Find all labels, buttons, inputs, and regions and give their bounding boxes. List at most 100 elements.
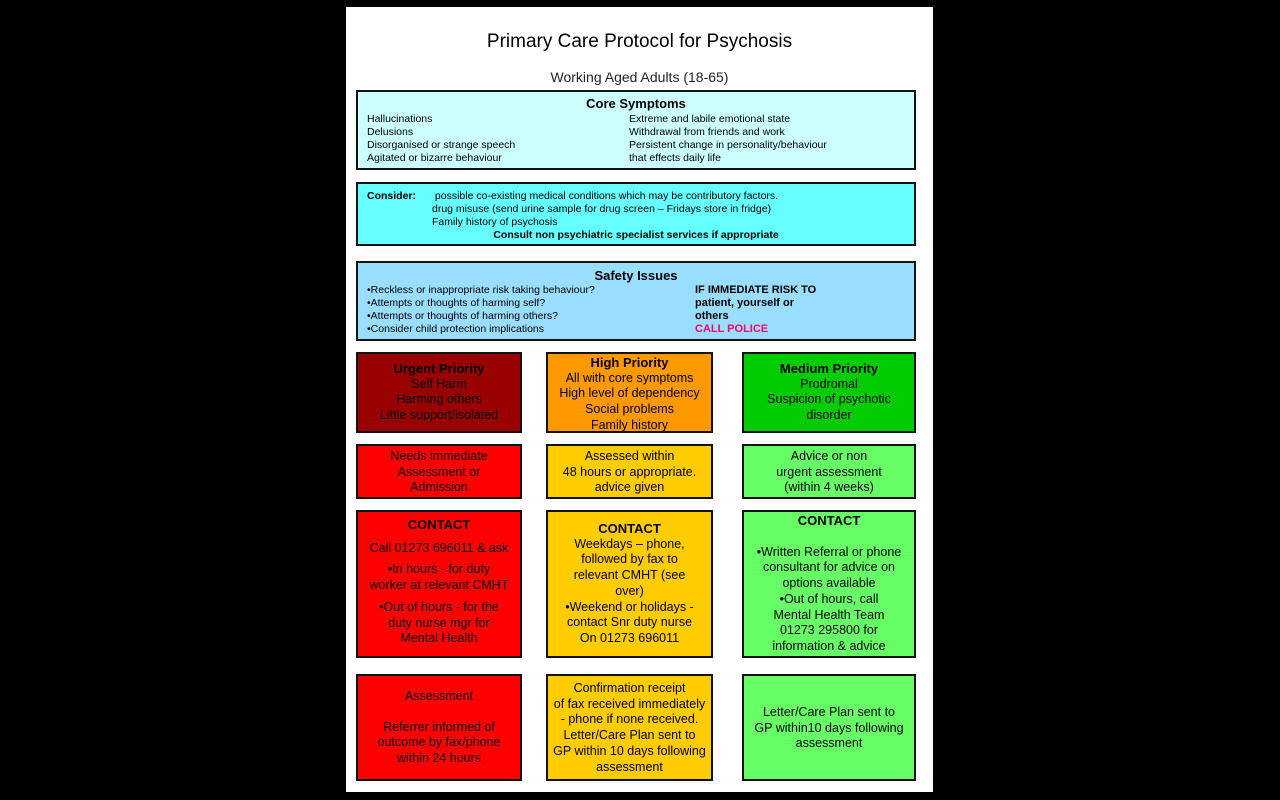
safety-item: •Consider child protection implications <box>367 323 545 335</box>
consider-label: Consider: <box>367 190 417 202</box>
medium-contact-line: •Out of hours, call <box>779 591 879 606</box>
medium-action-line: (within 4 weeks) <box>784 480 874 495</box>
page-title: Primary Care Protocol for Psychosis <box>486 31 793 52</box>
medium-contact-heading: CONTACT <box>797 513 861 528</box>
consider-final: Consult non psychiatric specialist servi… <box>493 229 779 241</box>
urgent-action-line: Assessment or <box>397 464 481 479</box>
urgent-contact-box: CONTACT Call 01273 696011 & ask •In hour… <box>356 510 522 658</box>
risk-line: others <box>695 310 729 322</box>
medium-priority-box: Medium Priority Prodromal Suspicion of p… <box>742 352 916 433</box>
high-action-box: Assessed within 48 hours or appropriate.… <box>546 444 713 499</box>
urgent-priority-line: Harming others <box>396 392 482 407</box>
high-contact-line: •Weekend or holidays - <box>565 599 694 614</box>
protocol-page: Primary Care Protocol for Psychosis Work… <box>346 7 933 792</box>
high-priority-line: Family history <box>590 417 669 432</box>
high-followup-line: Confirmation receipt <box>573 681 686 695</box>
high-priority-heading: High Priority <box>590 355 669 370</box>
medium-contact-line: information & advice <box>772 638 886 653</box>
safety-heading: Safety Issues <box>594 268 678 283</box>
symptom-item: Disorganised or strange speech <box>367 139 516 151</box>
medium-contact-line: options available <box>782 576 876 591</box>
urgent-followup-line: Assessment <box>404 689 474 703</box>
medium-contact-line: consultant for advice on <box>762 560 896 575</box>
safety-item: •Reckless or inappropriate risk taking b… <box>367 284 595 296</box>
urgent-followup-line: Referrer informed of <box>383 719 495 734</box>
urgent-action-line: Admission <box>410 480 468 495</box>
urgent-followup-line: within 24 hours <box>396 751 482 766</box>
high-priority-line: Social problems <box>585 402 674 417</box>
symptom-item: Extreme and labile emotional state <box>629 113 791 125</box>
medium-followup-line: assessment <box>795 736 863 751</box>
safety-item: •Attempts or thoughts of harming others? <box>367 310 559 322</box>
urgent-priority-heading: Urgent Priority <box>393 361 485 376</box>
urgent-contact-line: Call 01273 696011 & ask <box>369 540 509 555</box>
high-contact-box: CONTACT Weekdays – phone, followed by fa… <box>546 510 713 658</box>
medium-priority-line: disorder <box>806 408 852 423</box>
medium-followup-line: GP within10 days following <box>754 720 904 735</box>
urgent-action-box: Needs immediate Assessment or Admission <box>356 444 522 499</box>
urgent-contact-line: •Out of hours - for the <box>379 599 499 614</box>
urgent-contact-line: duty nurse mgr for <box>388 615 490 630</box>
medium-followup-line: Letter/Care Plan sent to <box>762 705 896 719</box>
high-contact-line: Weekdays – phone, <box>574 536 685 551</box>
medium-priority-line: Prodromal <box>800 376 858 391</box>
risk-line: patient, yourself or <box>695 297 795 309</box>
urgent-contact-line: •In hours - for duty <box>387 562 491 577</box>
high-followup-line: - phone if none received. <box>560 712 699 727</box>
symptom-item: Persistent change in personality/behavio… <box>629 139 827 151</box>
urgent-priority-line: Little support/isolated <box>379 408 499 423</box>
high-action-line: advice given <box>594 480 665 495</box>
high-followup-line: of fax received immediately <box>553 696 706 711</box>
high-contact-line: On 01273 696011 <box>579 630 680 645</box>
medium-action-line: Advice or non <box>790 449 868 463</box>
consider-box: Consider: possible co-existing medical c… <box>356 182 916 246</box>
symptom-item: Withdrawal from friends and work <box>629 126 785 138</box>
urgent-contact-line: Mental Health <box>400 631 478 646</box>
consider-lines: possible co-existing medical conditions … <box>432 190 778 229</box>
core-symptoms-box: Core Symptoms Hallucinations Delusions D… <box>356 90 916 170</box>
urgent-action-line: Needs immediate <box>390 449 488 463</box>
urgent-priority-line: Self Harm <box>411 376 467 391</box>
high-contact-heading: CONTACT <box>598 521 661 536</box>
medium-followup-box: Letter/Care Plan sent to GP within10 day… <box>742 674 916 781</box>
core-symptoms-right: Extreme and labile emotional state Withd… <box>629 113 827 165</box>
high-followup-box: Confirmation receipt of fax received imm… <box>546 674 713 781</box>
safety-issues-box: Safety Issues •Reckless or inappropriate… <box>356 261 916 341</box>
medium-contact-line: •Written Referral or phone <box>756 544 902 559</box>
high-priority-line: High level of dependency <box>559 386 700 401</box>
high-contact-line: contact Snr duty nurse <box>566 615 693 630</box>
medium-priority-heading: Medium Priority <box>779 361 879 376</box>
urgent-priority-box: Urgent Priority Self Harm Harming others… <box>356 352 522 433</box>
consider-item: possible co-existing medical conditions … <box>434 190 779 202</box>
consider-item: Family history of psychosis <box>432 216 558 228</box>
high-followup-line: assessment <box>596 759 663 774</box>
consider-item: drug misuse (send urine sample for drug … <box>432 203 772 215</box>
symptom-item: that effects daily life <box>629 152 722 164</box>
urgent-contact-line: worker at relevant CMHT <box>369 578 509 593</box>
medium-action-line: urgent assessment <box>776 464 882 479</box>
high-action-line: 48 hours or appropriate. <box>562 464 697 479</box>
high-followup-line: Letter/Care Plan sent to <box>563 728 696 743</box>
symptom-item: Agitated or bizarre behaviour <box>367 152 502 164</box>
urgent-contact-heading: CONTACT <box>407 517 471 532</box>
immediate-risk-note: IF IMMEDIATE RISK TO patient, yourself o… <box>695 284 816 336</box>
high-priority-box: High Priority All with core symptoms Hig… <box>546 352 713 433</box>
medium-action-box: Advice or non urgent assessment (within … <box>742 444 916 499</box>
medium-contact-box: CONTACT •Written Referral or phone consu… <box>742 510 916 658</box>
symptom-item: Hallucinations <box>367 113 433 125</box>
core-symptoms-left: Hallucinations Delusions Disorganised or… <box>367 113 515 165</box>
symptom-item: Delusions <box>367 126 414 138</box>
high-priority-line: All with core symptoms <box>565 370 694 385</box>
risk-line: IF IMMEDIATE RISK TO <box>695 284 817 296</box>
safety-items: •Reckless or inappropriate risk taking b… <box>367 284 595 336</box>
medium-contact-line: Mental Health Team <box>773 607 885 622</box>
urgent-followup-line: outcome by fax/phone <box>377 735 501 750</box>
core-symptoms-heading: Core Symptoms <box>586 96 686 111</box>
call-police-text: CALL POLICE <box>695 323 769 335</box>
medium-contact-line: 01273 295800 for <box>779 623 878 638</box>
urgent-followup-box: Assessment Referrer informed of outcome … <box>356 674 522 781</box>
high-contact-line: followed by fax to <box>581 552 678 567</box>
high-contact-line: over) <box>615 583 644 598</box>
safety-item: •Attempts or thoughts of harming self? <box>367 297 546 309</box>
medium-priority-line: Suspicion of psychotic <box>767 392 891 407</box>
